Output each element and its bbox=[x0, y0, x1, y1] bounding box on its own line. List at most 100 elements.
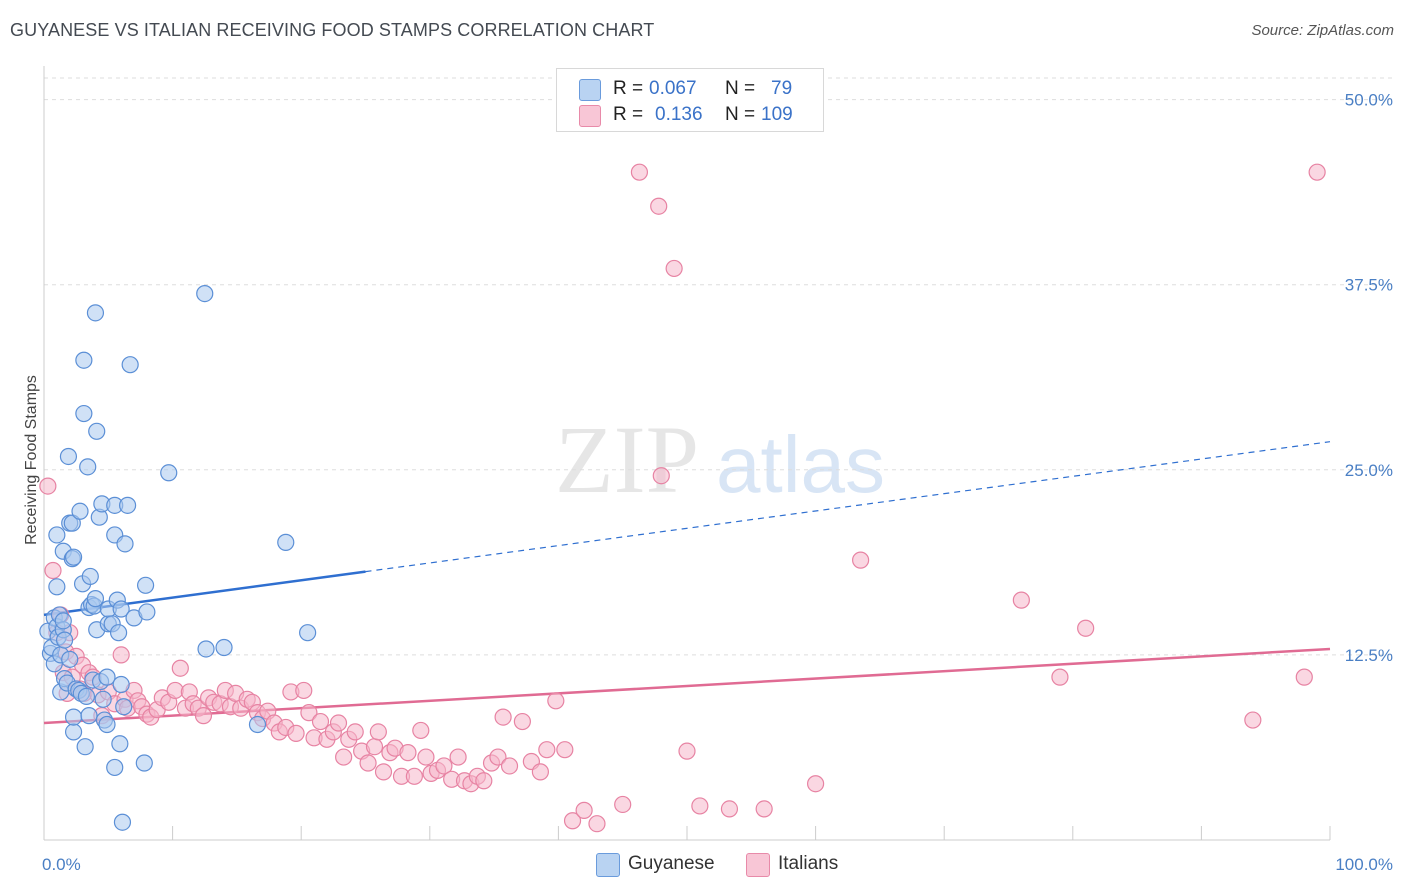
legend-r-value: 0.067 bbox=[649, 78, 697, 99]
italians-point bbox=[329, 714, 348, 732]
italians-point bbox=[449, 748, 467, 766]
guyanese-point bbox=[59, 447, 78, 466]
guyanese-point bbox=[113, 813, 132, 831]
chart-title: GUYANESE VS ITALIAN RECEIVING FOOD STAMP… bbox=[10, 20, 655, 40]
guyanese-point bbox=[71, 502, 89, 520]
italians-point bbox=[500, 757, 519, 775]
guyanese-point bbox=[160, 464, 178, 482]
guyanese-point bbox=[277, 533, 295, 551]
guyanese-point bbox=[64, 548, 83, 566]
guyanese-point bbox=[121, 356, 139, 374]
guyanese-point bbox=[86, 590, 105, 608]
guyanese-point bbox=[64, 723, 83, 741]
guyanese-point bbox=[109, 624, 128, 642]
italians-point bbox=[575, 801, 593, 819]
guyanese-trend-line-projection bbox=[365, 441, 1331, 573]
guyanese-point bbox=[197, 640, 215, 658]
watermark-atlas: atlas bbox=[716, 420, 885, 509]
italians-point bbox=[1295, 668, 1313, 686]
axes bbox=[43, 66, 1331, 841]
italians-point bbox=[755, 800, 773, 818]
y-tick-label: 12.5% bbox=[1345, 646, 1393, 665]
guyanese-point bbox=[75, 351, 93, 369]
italians-point bbox=[300, 704, 318, 722]
guyanese-point bbox=[135, 754, 153, 772]
legend-r-value: 0.136 bbox=[655, 104, 703, 125]
guyanese-point bbox=[48, 526, 66, 544]
italians-point bbox=[556, 741, 574, 759]
italians-swatch bbox=[746, 853, 770, 877]
x-tick-labels: 0.0% 100.0% bbox=[42, 855, 1393, 874]
italians-point bbox=[311, 712, 330, 731]
guyanese-point bbox=[64, 708, 83, 726]
italians-point bbox=[588, 815, 606, 833]
italians-point bbox=[359, 754, 377, 772]
guyanese-point bbox=[98, 668, 116, 686]
italians-point bbox=[335, 748, 353, 766]
guyanese-point bbox=[94, 690, 112, 708]
italians-point bbox=[513, 712, 531, 731]
italians-point bbox=[563, 812, 582, 830]
italians-point bbox=[365, 738, 384, 756]
y-tick-label: 25.0% bbox=[1345, 461, 1393, 480]
guyanese-point bbox=[79, 458, 97, 476]
italians-point bbox=[287, 724, 305, 742]
italians-point bbox=[630, 163, 649, 181]
italians-point bbox=[678, 742, 696, 760]
guyanese-point bbox=[215, 638, 233, 657]
italians-point bbox=[650, 197, 668, 215]
watermark: ZIP atlas bbox=[555, 406, 885, 513]
legend-r-label: R = bbox=[613, 104, 644, 125]
italians-point bbox=[538, 741, 556, 759]
guyanese-point bbox=[55, 631, 74, 649]
italians-point bbox=[412, 721, 430, 740]
watermark-zip: ZIP bbox=[555, 406, 699, 513]
guyanese-point bbox=[116, 535, 134, 553]
italians-point bbox=[652, 467, 670, 485]
guyanese-point bbox=[54, 612, 72, 630]
italians-point bbox=[547, 692, 565, 710]
italians-point bbox=[171, 659, 189, 677]
y-tick-label: 37.5% bbox=[1345, 276, 1393, 295]
legend-r-label: R = bbox=[613, 78, 644, 99]
guyanese-point bbox=[80, 707, 98, 725]
guyanese-point bbox=[48, 578, 66, 596]
guyanese-point bbox=[138, 603, 156, 621]
legend-label-italians: Italians bbox=[778, 853, 839, 874]
italians-point bbox=[614, 795, 632, 814]
legend-n-label: N = bbox=[725, 78, 756, 99]
guyanese-point bbox=[81, 567, 99, 586]
guyanese-point bbox=[248, 715, 267, 734]
italians-point bbox=[1012, 591, 1030, 609]
italians-point bbox=[417, 748, 435, 766]
guyanese-point bbox=[76, 738, 94, 756]
legend-n-value: 109 bbox=[761, 104, 793, 125]
italians-point bbox=[346, 723, 364, 741]
italians-point bbox=[399, 744, 417, 762]
italians-point bbox=[194, 707, 213, 725]
italians-swatch bbox=[579, 105, 601, 127]
legend-label-guyanese: Guyanese bbox=[628, 853, 715, 874]
gridlines bbox=[44, 77, 1392, 656]
guyanese-point bbox=[61, 650, 79, 668]
guyanese-point bbox=[136, 576, 155, 594]
guyanese-point bbox=[111, 735, 129, 753]
italians-point bbox=[1244, 711, 1262, 729]
correlation-legend: R = 0.067 N = 79 R = 0.136 N = 109 bbox=[556, 68, 824, 132]
italians-point bbox=[852, 551, 870, 569]
italians-point bbox=[405, 767, 423, 785]
guyanese-point bbox=[112, 600, 130, 618]
legend-n-value: 79 bbox=[771, 78, 793, 99]
guyanese-point bbox=[88, 422, 106, 440]
italians-point bbox=[489, 748, 507, 766]
italians-point bbox=[166, 681, 184, 700]
guyanese-point bbox=[106, 758, 124, 777]
guyanese-point bbox=[77, 687, 96, 705]
y-tick-labels: 12.5% 25.0% 37.5% 50.0% bbox=[1345, 91, 1393, 665]
legend-n-label: N = bbox=[725, 104, 756, 125]
guyanese-swatch bbox=[579, 79, 601, 101]
guyanese-points bbox=[39, 284, 317, 831]
italians-point bbox=[295, 681, 313, 700]
guyanese-point bbox=[112, 675, 130, 694]
guyanese-point bbox=[86, 304, 105, 322]
